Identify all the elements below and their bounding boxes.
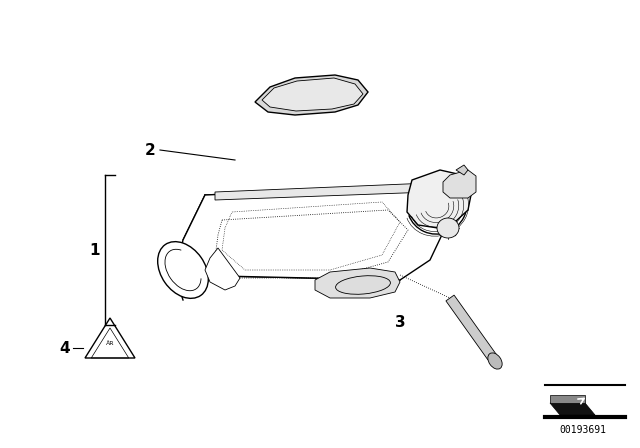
Text: 1: 1 xyxy=(90,242,100,258)
Text: ÅR: ÅR xyxy=(106,340,115,345)
Polygon shape xyxy=(407,170,472,228)
Polygon shape xyxy=(443,170,476,198)
Polygon shape xyxy=(255,75,368,115)
Text: 4: 4 xyxy=(60,340,70,356)
Text: 00193691: 00193691 xyxy=(559,425,607,435)
Polygon shape xyxy=(456,165,468,175)
Polygon shape xyxy=(175,185,448,280)
Polygon shape xyxy=(315,268,400,298)
Text: 2: 2 xyxy=(145,142,156,158)
Polygon shape xyxy=(215,183,438,200)
Polygon shape xyxy=(550,395,585,403)
Ellipse shape xyxy=(437,218,459,238)
Ellipse shape xyxy=(488,353,502,369)
Polygon shape xyxy=(550,403,595,415)
Ellipse shape xyxy=(335,276,390,294)
Text: 3: 3 xyxy=(395,314,405,329)
Polygon shape xyxy=(446,295,496,360)
Polygon shape xyxy=(262,78,363,111)
Polygon shape xyxy=(205,248,240,290)
Ellipse shape xyxy=(157,241,208,298)
